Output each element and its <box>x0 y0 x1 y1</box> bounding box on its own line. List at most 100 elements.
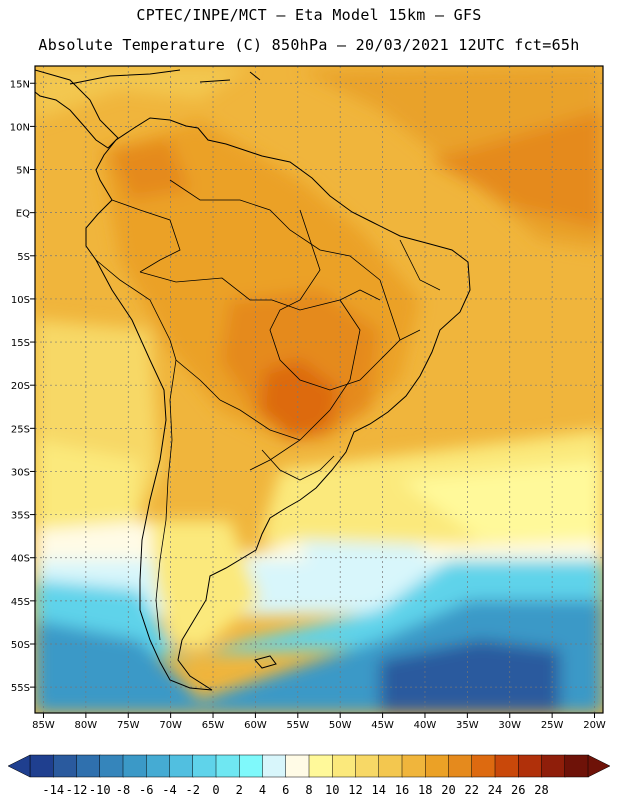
colorbar-label: -2 <box>186 783 200 797</box>
colorbar-swatch <box>471 754 496 778</box>
colorbar-label: 8 <box>305 783 312 797</box>
lat-label: 5N <box>16 166 30 177</box>
lon-label: 25W <box>541 720 564 731</box>
colorbar-label: 0 <box>212 783 219 797</box>
colorbar-swatch <box>239 754 264 778</box>
colorbar-swatch <box>564 754 589 778</box>
title-line-2: Absolute Temperature (C) 850hPa — 20/03/… <box>38 36 580 54</box>
colorbar-swatch <box>494 754 519 778</box>
field-pale-cyan-east <box>300 540 440 590</box>
colorbar-label: -12 <box>66 783 88 797</box>
colorbar-label: 24 <box>488 783 502 797</box>
colorbar-label: 28 <box>534 783 548 797</box>
colorbar-swatch <box>541 754 566 778</box>
border-peru <box>95 259 221 401</box>
colorbar-swatch <box>99 754 124 778</box>
lat-label: 15N <box>10 79 30 90</box>
colorbar-label: 2 <box>236 783 243 797</box>
colorbar-label: 20 <box>441 783 455 797</box>
lon-label: 45W <box>371 720 394 731</box>
colorbar-low-arrow <box>7 754 31 778</box>
field-pacific-north <box>35 66 250 120</box>
colorbar-swatch <box>169 754 194 778</box>
border-uruguay <box>261 449 335 481</box>
colorbar-label: -14 <box>42 783 64 797</box>
colorbar-label: 12 <box>348 783 362 797</box>
lon-label: 50W <box>329 720 352 731</box>
colorbar-label: -6 <box>139 783 153 797</box>
colorbar-swatch <box>401 754 426 778</box>
colorbar-label: 18 <box>418 783 432 797</box>
colorbar-swatch <box>29 754 54 778</box>
border-brazil-states-ne <box>339 239 441 341</box>
lon-label: 40W <box>414 720 437 731</box>
colorbar <box>7 754 611 778</box>
title-line-1: CPTEC/INPE/MCT — Eta Model 15km — GFS <box>136 6 482 24</box>
lat-label: 25S <box>11 424 30 435</box>
colorbar-label: 22 <box>465 783 479 797</box>
field-patagonia <box>150 520 260 650</box>
colorbar-labels: -14 -12 -10 -8 -6 -4 -2 0 2 4 6 8 10 12 14 16 18 20 22 24 26… <box>42 783 548 797</box>
colorbar-swatch <box>192 754 217 778</box>
colorbar-label: -10 <box>89 783 111 797</box>
temperature-field <box>35 66 603 713</box>
lat-label: 50S <box>11 640 30 651</box>
colorbar-swatch <box>285 754 310 778</box>
lat-label: 30S <box>11 467 30 478</box>
border-brazil-states <box>269 209 421 391</box>
lat-label: 10N <box>10 122 30 133</box>
colorbar-label: 26 <box>511 783 525 797</box>
lat-label: 40S <box>11 554 30 565</box>
colorbar-swatch <box>448 754 473 778</box>
lat-label: 45S <box>11 597 30 608</box>
central-america-coast <box>35 69 119 149</box>
border-chile-argentina <box>155 359 177 641</box>
lat-label: 55S <box>11 683 30 694</box>
colorbar-swatch <box>332 754 357 778</box>
field-deep-blue <box>380 640 560 713</box>
lon-label: 20W <box>583 720 606 731</box>
field-hot-atlantic <box>430 110 603 230</box>
field-atlantic-pale <box>400 460 603 540</box>
colorbar-swatch <box>518 754 543 778</box>
lon-label: 30W <box>498 720 521 731</box>
caribbean-islands <box>69 69 261 85</box>
lat-label: 20S <box>11 381 30 392</box>
field-pacific-cooler <box>35 440 140 550</box>
lon-label: 35W <box>456 720 479 731</box>
lon-label: 80W <box>75 720 98 731</box>
lat-label: 5S <box>17 252 30 263</box>
colorbar-swatch <box>425 754 450 778</box>
border-paraguay <box>219 399 301 441</box>
colorbar-swatch <box>122 754 147 778</box>
coastlines <box>35 69 471 691</box>
colorbar-label: 10 <box>325 783 339 797</box>
colorbar-label: -4 <box>162 783 176 797</box>
lon-label: 60W <box>244 720 267 731</box>
lat-label: 10S <box>11 295 30 306</box>
colorbar-swatch <box>215 754 240 778</box>
colorbar-swatch <box>146 754 171 778</box>
colorbar-label: -8 <box>116 783 130 797</box>
lat-label: EQ <box>16 209 30 220</box>
colorbar-label: 16 <box>395 783 409 797</box>
lon-label: 65W <box>202 720 225 731</box>
colorbar-swatch <box>76 754 101 778</box>
border-brazil-north <box>169 179 381 281</box>
lat-label: 35S <box>11 511 30 522</box>
colorbar-swatch <box>355 754 380 778</box>
colorbar-swatch <box>53 754 78 778</box>
colorbar-swatch <box>308 754 333 778</box>
colorbar-swatch <box>378 754 403 778</box>
colorbar-high-arrow <box>587 754 611 778</box>
colorbar-label: 14 <box>372 783 386 797</box>
field-venezuela-hot <box>110 140 190 200</box>
latitude-axis: 15N 10N 5N EQ 5S 10S 15S 20S 25S 30S 35S 40S 45S 50S 5… <box>10 79 35 694</box>
plot-frame <box>34 65 604 714</box>
lon-label: 75W <box>117 720 140 731</box>
lon-label: 70W <box>159 720 182 731</box>
colorbar-swatch <box>262 754 287 778</box>
border-colombia <box>111 199 181 273</box>
lon-label: 55W <box>286 720 309 731</box>
